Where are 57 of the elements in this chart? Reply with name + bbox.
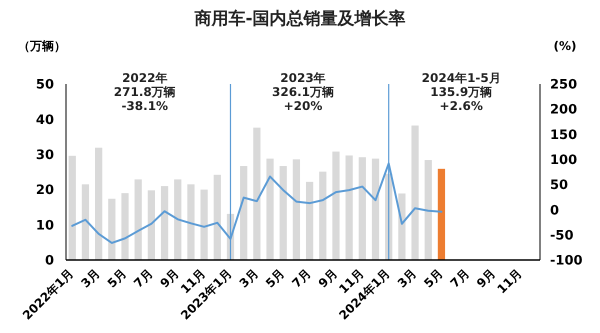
bar xyxy=(438,168,446,260)
y2-tick-label: 0 xyxy=(550,203,560,218)
bar xyxy=(187,184,195,260)
bar xyxy=(346,155,353,260)
x-tick-label: 9月 xyxy=(316,266,340,290)
y2-axis-title: (%) xyxy=(554,39,576,53)
y2-tick-label: 100 xyxy=(550,152,578,168)
bar xyxy=(95,148,102,260)
bar xyxy=(332,152,340,260)
y-axis-title: （万辆） xyxy=(18,39,66,53)
bar xyxy=(319,172,326,260)
bar xyxy=(160,186,168,260)
x-tick-label: 7月 xyxy=(131,266,156,290)
y-tick-label: 10 xyxy=(36,218,54,234)
bar xyxy=(200,190,208,260)
bar xyxy=(358,157,366,260)
x-tick-label: 7月 xyxy=(289,266,314,290)
x-tick-label: 5月 xyxy=(421,266,446,290)
chart-title: 商用车-国内总销量及增长率 xyxy=(193,9,406,29)
bar xyxy=(174,179,182,260)
bar xyxy=(424,160,432,260)
bar xyxy=(108,198,116,260)
x-tick-label: 5月 xyxy=(262,266,288,290)
y2-tick-label: 250 xyxy=(550,78,578,93)
y2-tick-label: 50 xyxy=(550,178,568,194)
bar xyxy=(306,182,314,260)
y-tick-label: 50 xyxy=(36,78,54,93)
x-tick-label: 3月 xyxy=(236,266,261,290)
x-tick-label: 5月 xyxy=(104,266,130,290)
bar xyxy=(240,166,248,260)
bar xyxy=(411,126,419,260)
y2-tick-label: 200 xyxy=(550,102,578,118)
bar xyxy=(134,179,142,260)
bar xyxy=(253,128,260,260)
x-tick-label: 3月 xyxy=(394,266,420,290)
y2-tick-label: -50 xyxy=(550,228,574,244)
y-tick-label: 0 xyxy=(44,254,54,269)
bar xyxy=(280,166,287,260)
x-tick-label: 7月 xyxy=(448,266,472,290)
annotation: 2022年 271.8万辆 -38.1% xyxy=(114,71,176,113)
y-tick-label: 40 xyxy=(36,112,54,128)
y-tick-label: 20 xyxy=(36,183,54,198)
bar xyxy=(292,159,300,260)
bar xyxy=(372,158,380,260)
bar xyxy=(214,174,221,260)
bar xyxy=(266,158,274,260)
bar xyxy=(121,193,129,260)
y2-tick-label: 150 xyxy=(550,128,578,143)
x-tick-label: 3月 xyxy=(78,266,103,290)
annotation: 2024年1-5月 135.9万辆 +2.6% xyxy=(422,71,501,113)
x-tick-label: 9月 xyxy=(158,266,182,290)
bar xyxy=(148,190,155,260)
bar xyxy=(68,156,76,260)
bar xyxy=(82,184,90,260)
annotation: 2023年 326.1万辆 +20% xyxy=(272,71,334,113)
y2-tick-label: -100 xyxy=(550,254,583,269)
y-tick-label: 30 xyxy=(36,148,54,163)
